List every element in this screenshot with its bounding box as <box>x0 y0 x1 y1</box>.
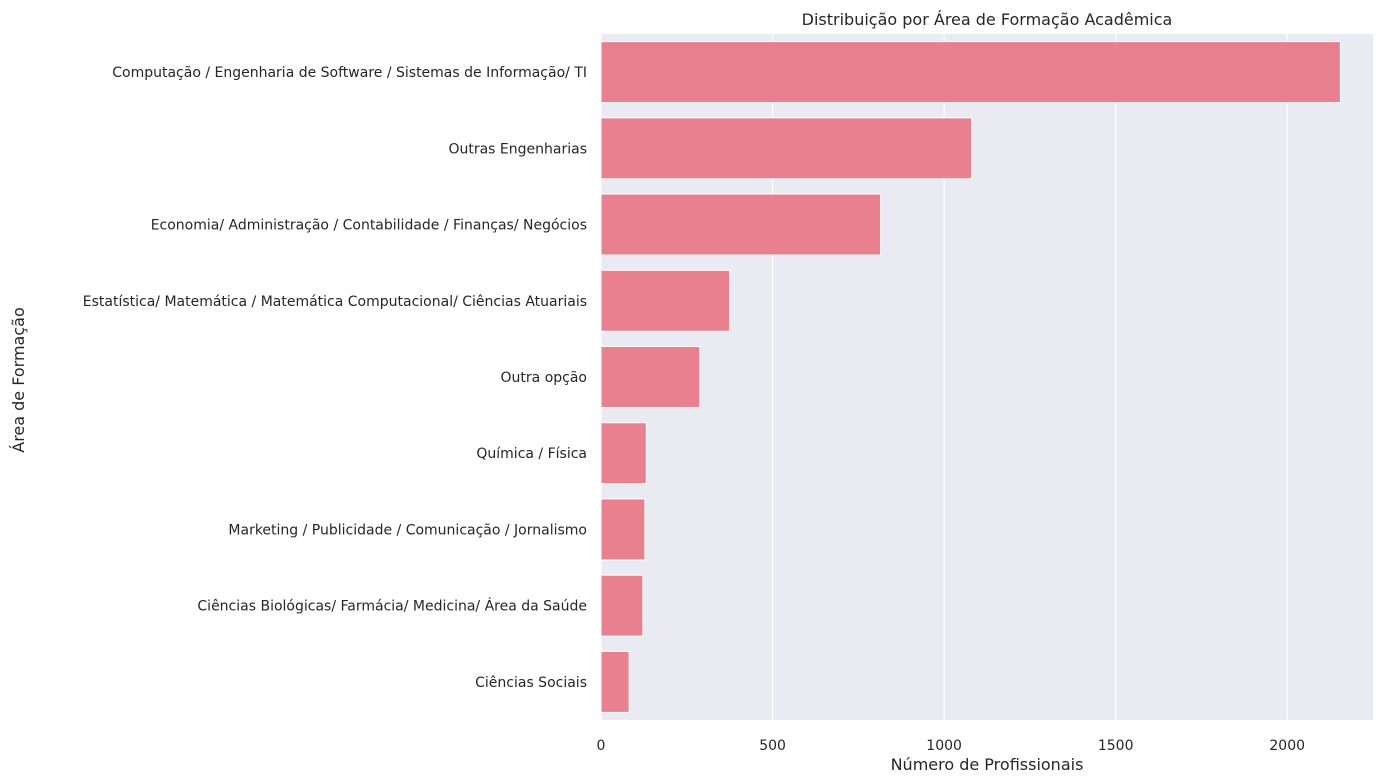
category-label: Química / Física <box>476 446 587 462</box>
x-tick-label: 1500 <box>1098 738 1134 754</box>
category-label: Economia/ Administração / Contabilidade … <box>151 218 587 234</box>
category-label: Marketing / Publicidade / Comunicação / … <box>228 522 587 538</box>
bar <box>600 269 731 332</box>
bar <box>600 574 644 637</box>
bar <box>600 650 630 713</box>
x-tick-label: 500 <box>759 738 786 754</box>
bar <box>600 193 882 256</box>
category-label: Ciências Sociais <box>475 675 587 691</box>
x-tick-labels: 0 500 1000 1500 2000 <box>597 738 1306 754</box>
x-tick-label: 2000 <box>1269 738 1305 754</box>
category-labels: Computação / Engenharia de Software / Si… <box>83 65 587 691</box>
bar <box>600 117 973 180</box>
bar <box>600 41 1341 104</box>
category-label: Ciências Biológicas/ Farmácia/ Medicina/… <box>197 598 587 615</box>
category-label: Computação / Engenharia de Software / Si… <box>112 65 587 81</box>
bars <box>600 41 1341 713</box>
category-label: Estatística/ Matemática / Matemática Com… <box>83 294 587 310</box>
x-tick-label: 0 <box>597 738 606 754</box>
bar <box>600 346 701 408</box>
chart-title: Distribuição por Área de Formação Acadêm… <box>802 10 1173 29</box>
x-tick-label: 1000 <box>926 738 962 754</box>
bar <box>600 422 647 485</box>
bar <box>600 498 646 561</box>
y-axis-label: Área de Formação <box>9 307 28 453</box>
category-label: Outra opção <box>501 370 587 386</box>
x-axis-label: Número de Profissionais <box>891 755 1084 774</box>
category-label: Outras Engenharias <box>448 141 587 157</box>
